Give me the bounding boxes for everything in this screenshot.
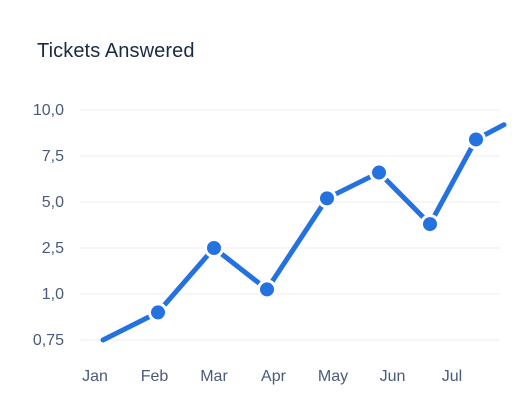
y-axis-ticks: 0,75 1,0 2,5 5,0 7,5 10,0 — [33, 102, 64, 349]
data-point[interactable] — [204, 238, 224, 258]
y-tick-label: 5,0 — [42, 194, 64, 211]
y-tick-label: 0,75 — [33, 332, 64, 349]
y-tick-label: 2,5 — [42, 240, 64, 257]
x-tick-label: Jan — [82, 368, 108, 385]
data-point[interactable] — [148, 302, 168, 323]
data-point[interactable] — [369, 162, 389, 183]
x-tick-label: Jul — [442, 368, 462, 385]
chart-title: Tickets Answered — [37, 40, 195, 62]
x-tick-label: Apr — [261, 368, 287, 385]
y-tick-label: 7,5 — [42, 148, 64, 165]
series-layer — [100, 122, 507, 343]
data-point[interactable] — [420, 214, 440, 235]
y-tick-label: 10,0 — [33, 102, 64, 119]
y-tick-label: 1,0 — [42, 286, 64, 303]
x-tick-label: Feb — [141, 368, 169, 385]
data-point[interactable] — [257, 279, 277, 300]
x-tick-label: Mar — [200, 368, 228, 385]
grid-lines — [80, 109, 500, 341]
data-point[interactable] — [317, 188, 337, 209]
x-tick-label: May — [318, 368, 348, 385]
data-point[interactable] — [466, 129, 486, 150]
x-axis-ticks: Jan Feb Mar Apr May Jun Jul — [82, 368, 462, 385]
x-tick-label: Jun — [380, 368, 406, 385]
